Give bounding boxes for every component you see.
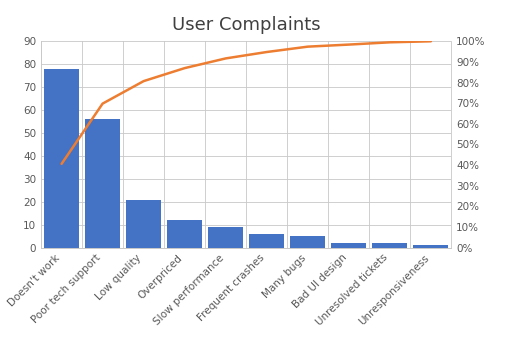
Bar — [126, 200, 161, 248]
Bar — [208, 227, 243, 248]
Title: User Complaints: User Complaints — [172, 16, 321, 34]
Bar — [290, 236, 325, 248]
Bar — [372, 243, 407, 248]
Bar — [44, 69, 79, 248]
Bar — [331, 243, 366, 248]
Bar — [413, 245, 448, 248]
Bar — [249, 234, 284, 248]
Bar — [167, 220, 202, 248]
Bar — [85, 119, 120, 248]
